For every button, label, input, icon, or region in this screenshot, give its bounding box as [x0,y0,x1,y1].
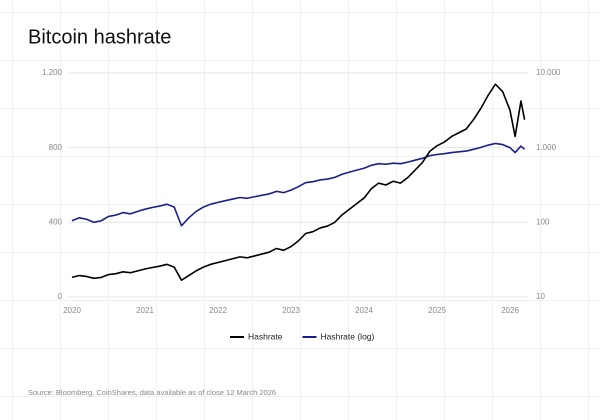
chart-title: Bitcoin hashrate [28,26,171,48]
y-tick-label: 400 [49,217,63,226]
y-tick-label: 1.200 [42,68,63,77]
legend-label: Hashrate (log) [321,331,375,341]
x-tick-label: 2020 [63,306,81,315]
x-tick-label: 2021 [136,306,154,315]
y2-tick-label: 1.000 [536,143,557,152]
x-tick-label: 2023 [282,306,300,315]
series-line [71,83,526,281]
y2-tick-label: 10 [536,292,545,301]
x-tick-label: 2022 [209,306,227,315]
x-tick-label: 2025 [428,306,446,315]
y2-tick-label: 10.000 [536,68,561,77]
series-line [71,142,526,227]
source-note: Source: Bloomberg, CoinShares, data avai… [28,388,276,397]
x-tick-label: 2026 [501,306,519,315]
x-tick-label: 2024 [355,306,373,315]
y-tick-label: 800 [49,143,63,152]
legend-label: Hashrate [248,331,283,341]
y-tick-label: 0 [58,292,63,301]
y2-tick-label: 100 [536,217,550,226]
